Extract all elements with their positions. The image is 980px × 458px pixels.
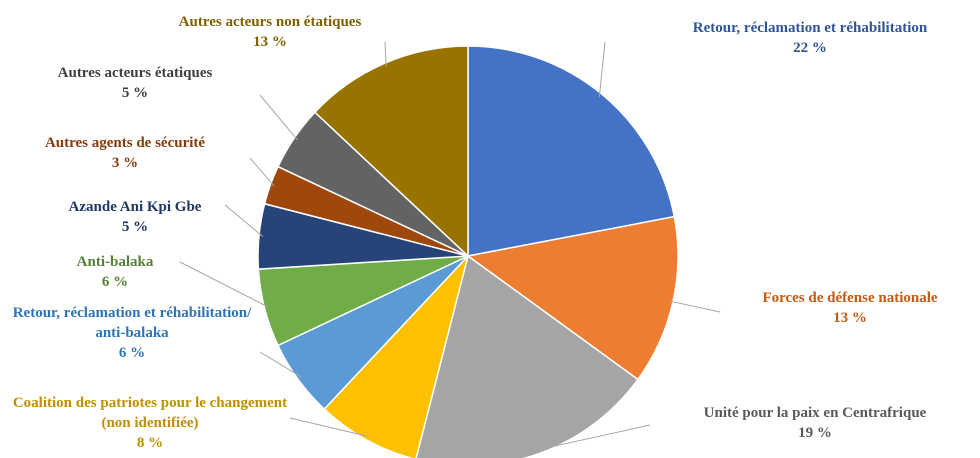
category-name: Retour, réclamation et réhabilitation: [692, 20, 928, 36]
value-label: 13 %: [833, 310, 867, 326]
slice-label: Retour, réclamation et réhabilitation 22 …: [630, 18, 980, 58]
slice-label: Anti-balaka 6 %: [55, 252, 175, 292]
value-label: 19 %: [798, 425, 832, 441]
leader-line: [598, 41, 606, 98]
leader-line: [289, 417, 369, 438]
value-label: 22 %: [793, 40, 827, 56]
value-label: 3 %: [111, 155, 139, 171]
value-label: 13 %: [253, 34, 287, 50]
value-label: 8 %: [136, 435, 164, 451]
category-name: Autres agents de sécurité: [44, 135, 206, 151]
pie-slice: [313, 45, 469, 258]
slice-label: Retour, réclamation et réhabilitation/ a…: [0, 303, 267, 363]
pie-slice: [415, 254, 639, 458]
value-label: 5 %: [121, 85, 149, 101]
slice-label: Unité pour la paix en Centrafrique 19 %: [655, 403, 975, 443]
leader-line: [384, 41, 387, 67]
leader-line: [179, 261, 269, 308]
category-name: Forces de défense nationale: [762, 290, 938, 306]
value-label: 6 %: [118, 345, 146, 361]
leader-line: [259, 351, 302, 378]
category-name: Autres acteurs non étatiques: [178, 14, 362, 30]
value-label: 5 %: [121, 219, 149, 235]
slice-label: Autres acteurs étatiques 5 %: [30, 63, 240, 103]
category-name: Azande Ani Kpi Gbe: [68, 199, 202, 215]
pie-slice: [323, 255, 469, 458]
category-name: Retour, réclamation et réhabilitation/ a…: [12, 305, 252, 341]
category-name: Coalition des patriotes pour le changeme…: [12, 395, 288, 431]
category-name: Autres acteurs étatiques: [57, 65, 213, 81]
category-name: Unité pour la paix en Centrafrique: [703, 405, 927, 421]
slice-label: Autres acteurs non étatiques 13 %: [140, 12, 400, 52]
leader-line: [668, 300, 721, 313]
pie-slice: [467, 45, 676, 257]
leader-line: [249, 157, 275, 187]
value-label: 6 %: [101, 274, 129, 290]
leader-line: [224, 204, 264, 237]
leader-line: [259, 94, 299, 141]
slice-label: Forces de défense nationale 13 %: [710, 288, 980, 328]
slice-label: Autres agents de sécurité 3 %: [5, 133, 245, 173]
category-name: Anti-balaka: [76, 254, 154, 270]
slice-label: Coalition des patriotes pour le changeme…: [5, 393, 295, 453]
leader-line: [537, 424, 651, 451]
slice-label: Azande Ani Kpi Gbe 5 %: [45, 197, 225, 237]
